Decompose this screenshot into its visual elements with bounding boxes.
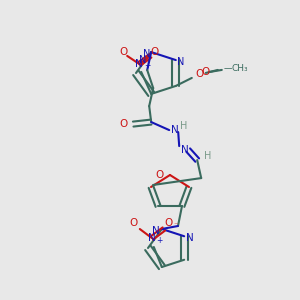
- Text: N: N: [142, 49, 150, 59]
- Text: O: O: [119, 119, 127, 129]
- Text: N: N: [171, 125, 179, 135]
- Text: H: H: [203, 151, 211, 161]
- Text: CH₃: CH₃: [232, 64, 248, 74]
- Text: N: N: [135, 59, 143, 69]
- Text: H: H: [179, 121, 187, 131]
- Text: O: O: [165, 218, 173, 228]
- Text: N: N: [186, 233, 194, 243]
- Text: ⁻: ⁻: [174, 220, 178, 230]
- Text: O: O: [196, 69, 204, 79]
- Text: O: O: [150, 47, 158, 57]
- Text: —: —: [224, 64, 232, 74]
- Text: N: N: [152, 226, 160, 236]
- Text: +: +: [144, 61, 150, 70]
- Text: N: N: [139, 55, 146, 65]
- Text: +: +: [157, 236, 163, 244]
- Text: N: N: [177, 57, 184, 67]
- Text: O: O: [156, 170, 164, 180]
- Text: N: N: [181, 145, 189, 155]
- Text: O: O: [119, 47, 127, 57]
- Text: N: N: [148, 233, 156, 243]
- Text: O: O: [202, 67, 210, 77]
- Text: O: O: [130, 218, 138, 228]
